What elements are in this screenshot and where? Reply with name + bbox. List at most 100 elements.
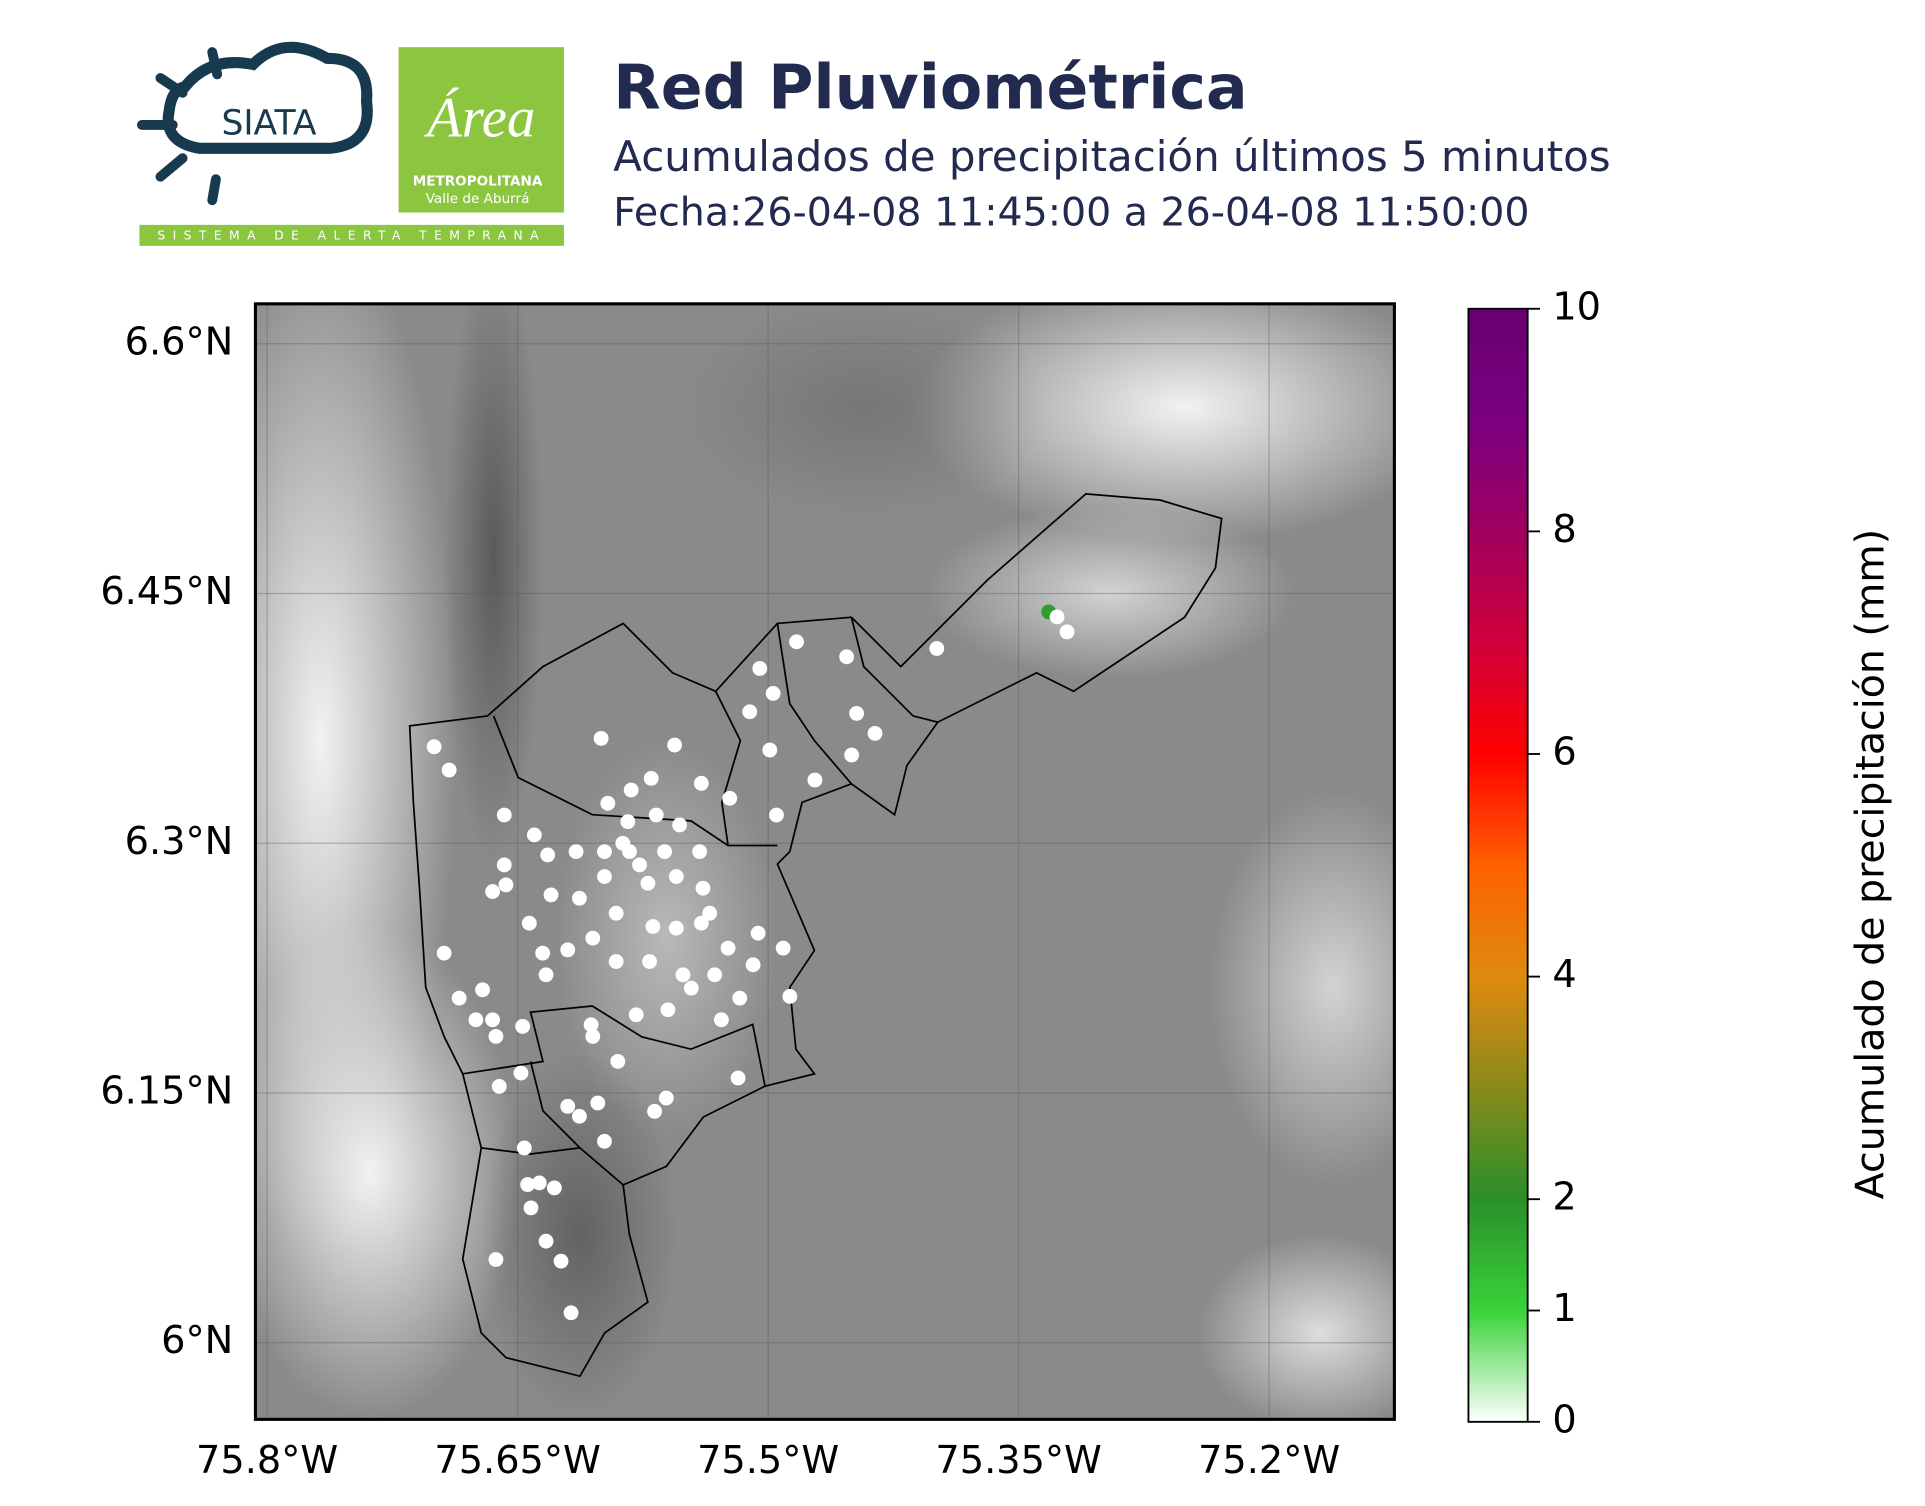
station [643, 770, 659, 786]
terrain [255, 303, 1395, 1420]
station [750, 925, 766, 941]
station [553, 1253, 569, 1269]
station [732, 990, 748, 1006]
station [668, 869, 684, 884]
station [538, 967, 554, 983]
station [523, 1200, 539, 1216]
station [645, 919, 661, 934]
grid [255, 303, 1395, 1420]
axes: 75.8°W 75.65°W 75.5°W 75.35°W 75.2°W 6.6°N 6.4… [100, 319, 1340, 1483]
station [488, 1252, 504, 1267]
station [498, 877, 514, 893]
station [597, 844, 612, 860]
colorbar-tick-label: 0 [1552, 1397, 1576, 1442]
station [648, 807, 664, 823]
station [929, 641, 945, 656]
station [535, 945, 551, 961]
station [769, 807, 784, 823]
station [531, 1175, 547, 1191]
station [436, 945, 452, 961]
x-tick-label: 75.2°W [1198, 1438, 1340, 1483]
station [1049, 609, 1065, 625]
station [683, 980, 699, 996]
station [675, 967, 691, 983]
station [485, 884, 500, 899]
station [426, 739, 442, 755]
station [849, 706, 865, 721]
station [660, 1002, 676, 1018]
station [628, 1007, 644, 1023]
station [585, 1029, 601, 1044]
colorbar-tick-label: 4 [1552, 952, 1576, 997]
x-tick-label: 75.65°W [434, 1438, 600, 1483]
y-tick-label: 6.45°N [100, 569, 233, 614]
chart-title: Red Pluviométrica [613, 52, 1247, 124]
station [702, 905, 718, 921]
station [745, 957, 761, 973]
y-tick-label: 6.3°N [125, 819, 234, 864]
station [620, 814, 636, 830]
station [513, 1065, 529, 1081]
station [520, 1177, 536, 1192]
station [752, 661, 768, 676]
station [765, 686, 781, 701]
station [441, 762, 457, 778]
station [762, 742, 778, 758]
station [742, 704, 758, 720]
y-tick-label: 6.15°N [100, 1069, 233, 1114]
station [496, 857, 512, 873]
station [597, 1133, 612, 1149]
date-range: Fecha:26-04-08 11:45:00 a 26-04-08 11:50… [613, 189, 1529, 235]
logo-siata: SIATA [136, 41, 373, 206]
chart-subtitle: Acumulados de precipitación últimos 5 mi… [613, 132, 1610, 181]
station [521, 915, 537, 931]
station [583, 1017, 599, 1033]
station [485, 1012, 500, 1028]
logo-text: METROPOLITANA [413, 174, 543, 190]
x-tick-label: 75.35°W [935, 1438, 1101, 1483]
station [695, 880, 711, 896]
station [672, 817, 688, 833]
station [1059, 624, 1075, 640]
station [692, 844, 708, 860]
station [713, 1012, 729, 1028]
colorbar [1467, 307, 1529, 1423]
colorbar-tick-label: 1 [1552, 1286, 1576, 1331]
y-tick-label: 6°N [161, 1318, 233, 1363]
station [807, 772, 823, 788]
station [668, 920, 684, 936]
station [775, 940, 791, 956]
colorbar-tick-label: 2 [1552, 1175, 1576, 1220]
colorbar-tick-label: 8 [1552, 507, 1576, 552]
logo-area: Área METROPOLITANA Valle de Aburrá SISTE… [139, 47, 564, 246]
station [540, 847, 556, 863]
station [468, 1012, 484, 1028]
station [585, 930, 601, 946]
station [568, 844, 584, 860]
station [632, 857, 647, 873]
station [839, 649, 855, 665]
station [563, 1305, 579, 1321]
station [590, 1095, 606, 1111]
station [722, 790, 738, 806]
station [475, 982, 490, 998]
station [451, 990, 467, 1006]
station [560, 942, 576, 958]
map-frame [253, 302, 1396, 1421]
station [647, 1103, 662, 1119]
station [730, 1070, 746, 1086]
station [642, 954, 657, 969]
station [658, 1090, 674, 1106]
station [844, 747, 860, 763]
station [640, 875, 656, 891]
station [623, 782, 639, 798]
stations [426, 604, 1075, 1321]
station [572, 890, 587, 906]
station [515, 1019, 531, 1034]
station [543, 887, 559, 903]
station [597, 869, 612, 884]
logo-text: Valle de Aburrá [426, 191, 530, 207]
colorbar-tick-label: 6 [1552, 729, 1576, 774]
boundaries [408, 492, 1223, 1378]
